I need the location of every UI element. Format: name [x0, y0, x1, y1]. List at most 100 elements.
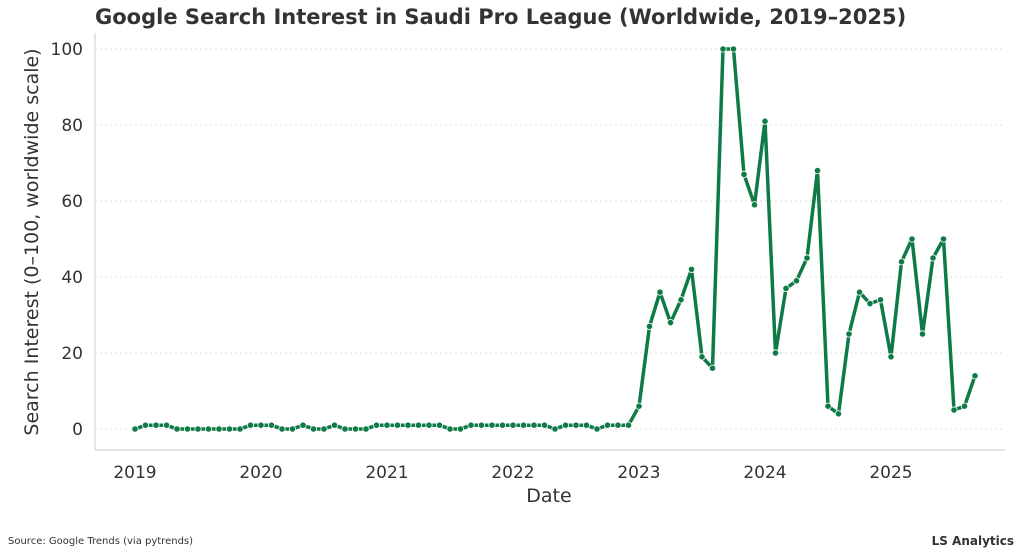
data-point — [141, 421, 150, 429]
data-point — [645, 322, 654, 330]
data-point — [173, 425, 181, 433]
y-tick-label: 60 — [61, 192, 83, 212]
data-point — [813, 167, 822, 175]
data-point — [740, 170, 748, 178]
x-axis-label: Date — [526, 485, 571, 507]
y-tick-label: 100 — [51, 40, 83, 60]
data-point — [183, 425, 192, 433]
data-point — [257, 421, 265, 429]
data-point — [509, 421, 517, 429]
data-point — [540, 421, 549, 429]
data-point — [341, 425, 349, 433]
data-point — [971, 372, 979, 380]
x-tick-labels: 2019 2020 2021 2022 2023 2024 2025 — [113, 463, 912, 483]
data-point — [635, 402, 643, 410]
data-point — [393, 421, 402, 429]
data-point — [551, 425, 559, 433]
data-point — [729, 45, 738, 53]
data-point — [446, 425, 454, 433]
y-tick-labels: 0 20 40 60 80 100 — [51, 40, 83, 440]
data-point — [950, 406, 958, 414]
data-point — [572, 421, 580, 429]
brand-label: LS Analytics — [931, 534, 1014, 548]
data-point — [887, 353, 895, 361]
data-point — [383, 421, 391, 429]
data-point — [425, 421, 433, 429]
x-tick-label: 2023 — [617, 463, 660, 483]
data-point — [477, 421, 486, 429]
y-tick-label: 40 — [61, 268, 83, 288]
data-point — [162, 421, 171, 429]
data-point — [225, 425, 234, 433]
data-point — [792, 277, 801, 285]
data-point — [288, 425, 297, 433]
data-point — [267, 421, 276, 429]
data-point — [330, 421, 339, 429]
data-point — [309, 425, 318, 433]
data-point — [929, 254, 937, 262]
data-point — [824, 402, 832, 410]
data-point — [855, 288, 864, 296]
data-point — [719, 45, 727, 53]
data-point — [897, 258, 906, 266]
data-point — [194, 425, 202, 433]
data-point — [782, 284, 790, 292]
source-note: Source: Google Trends (via pytrends) — [8, 536, 194, 547]
data-point — [362, 425, 370, 433]
y-axis-label: Search Interest (0–100, worldwide scale) — [21, 48, 43, 435]
data-point — [939, 235, 948, 243]
x-tick-label: 2019 — [113, 463, 156, 483]
data-point — [372, 421, 381, 429]
data-point — [299, 421, 307, 429]
data-point — [498, 421, 507, 429]
data-point — [414, 421, 423, 429]
data-point — [603, 421, 612, 429]
chart-title: Google Search Interest in Saudi Pro Leag… — [95, 5, 906, 29]
data-point — [677, 296, 685, 304]
x-tick-label: 2020 — [239, 463, 282, 483]
data-point — [488, 421, 496, 429]
data-point — [561, 421, 570, 429]
x-tick-label: 2022 — [491, 463, 534, 483]
data-point — [918, 330, 927, 338]
data-point — [908, 235, 916, 243]
data-point — [278, 425, 286, 433]
data-point — [519, 421, 528, 429]
series-points — [131, 45, 979, 433]
data-point — [320, 425, 328, 433]
data-point — [152, 421, 160, 429]
data-point — [803, 254, 811, 262]
data-point — [530, 421, 538, 429]
data-point — [215, 425, 223, 433]
data-point — [687, 265, 696, 273]
data-point — [624, 421, 633, 429]
data-point — [236, 425, 244, 433]
y-tick-label: 80 — [61, 116, 83, 136]
data-point — [834, 410, 843, 418]
data-point — [246, 421, 255, 429]
gridlines — [95, 48, 1005, 430]
y-tick-label: 20 — [61, 344, 83, 364]
data-point — [761, 117, 769, 125]
data-point — [131, 425, 139, 433]
data-point — [845, 330, 853, 338]
data-point — [582, 421, 591, 429]
data-point — [404, 421, 412, 429]
x-tick-label: 2021 — [365, 463, 408, 483]
data-point — [960, 402, 969, 410]
data-point — [666, 318, 675, 327]
data-point — [698, 353, 706, 361]
data-point — [866, 299, 874, 308]
x-tick-label: 2025 — [869, 463, 912, 483]
data-point — [656, 288, 664, 296]
data-point — [467, 421, 475, 429]
data-point — [750, 201, 759, 209]
data-point — [456, 425, 465, 433]
data-point — [771, 349, 780, 357]
data-point — [204, 425, 213, 433]
data-point — [876, 296, 885, 304]
data-point — [593, 425, 601, 433]
x-tick-label: 2024 — [743, 463, 786, 483]
series-line — [133, 47, 977, 431]
